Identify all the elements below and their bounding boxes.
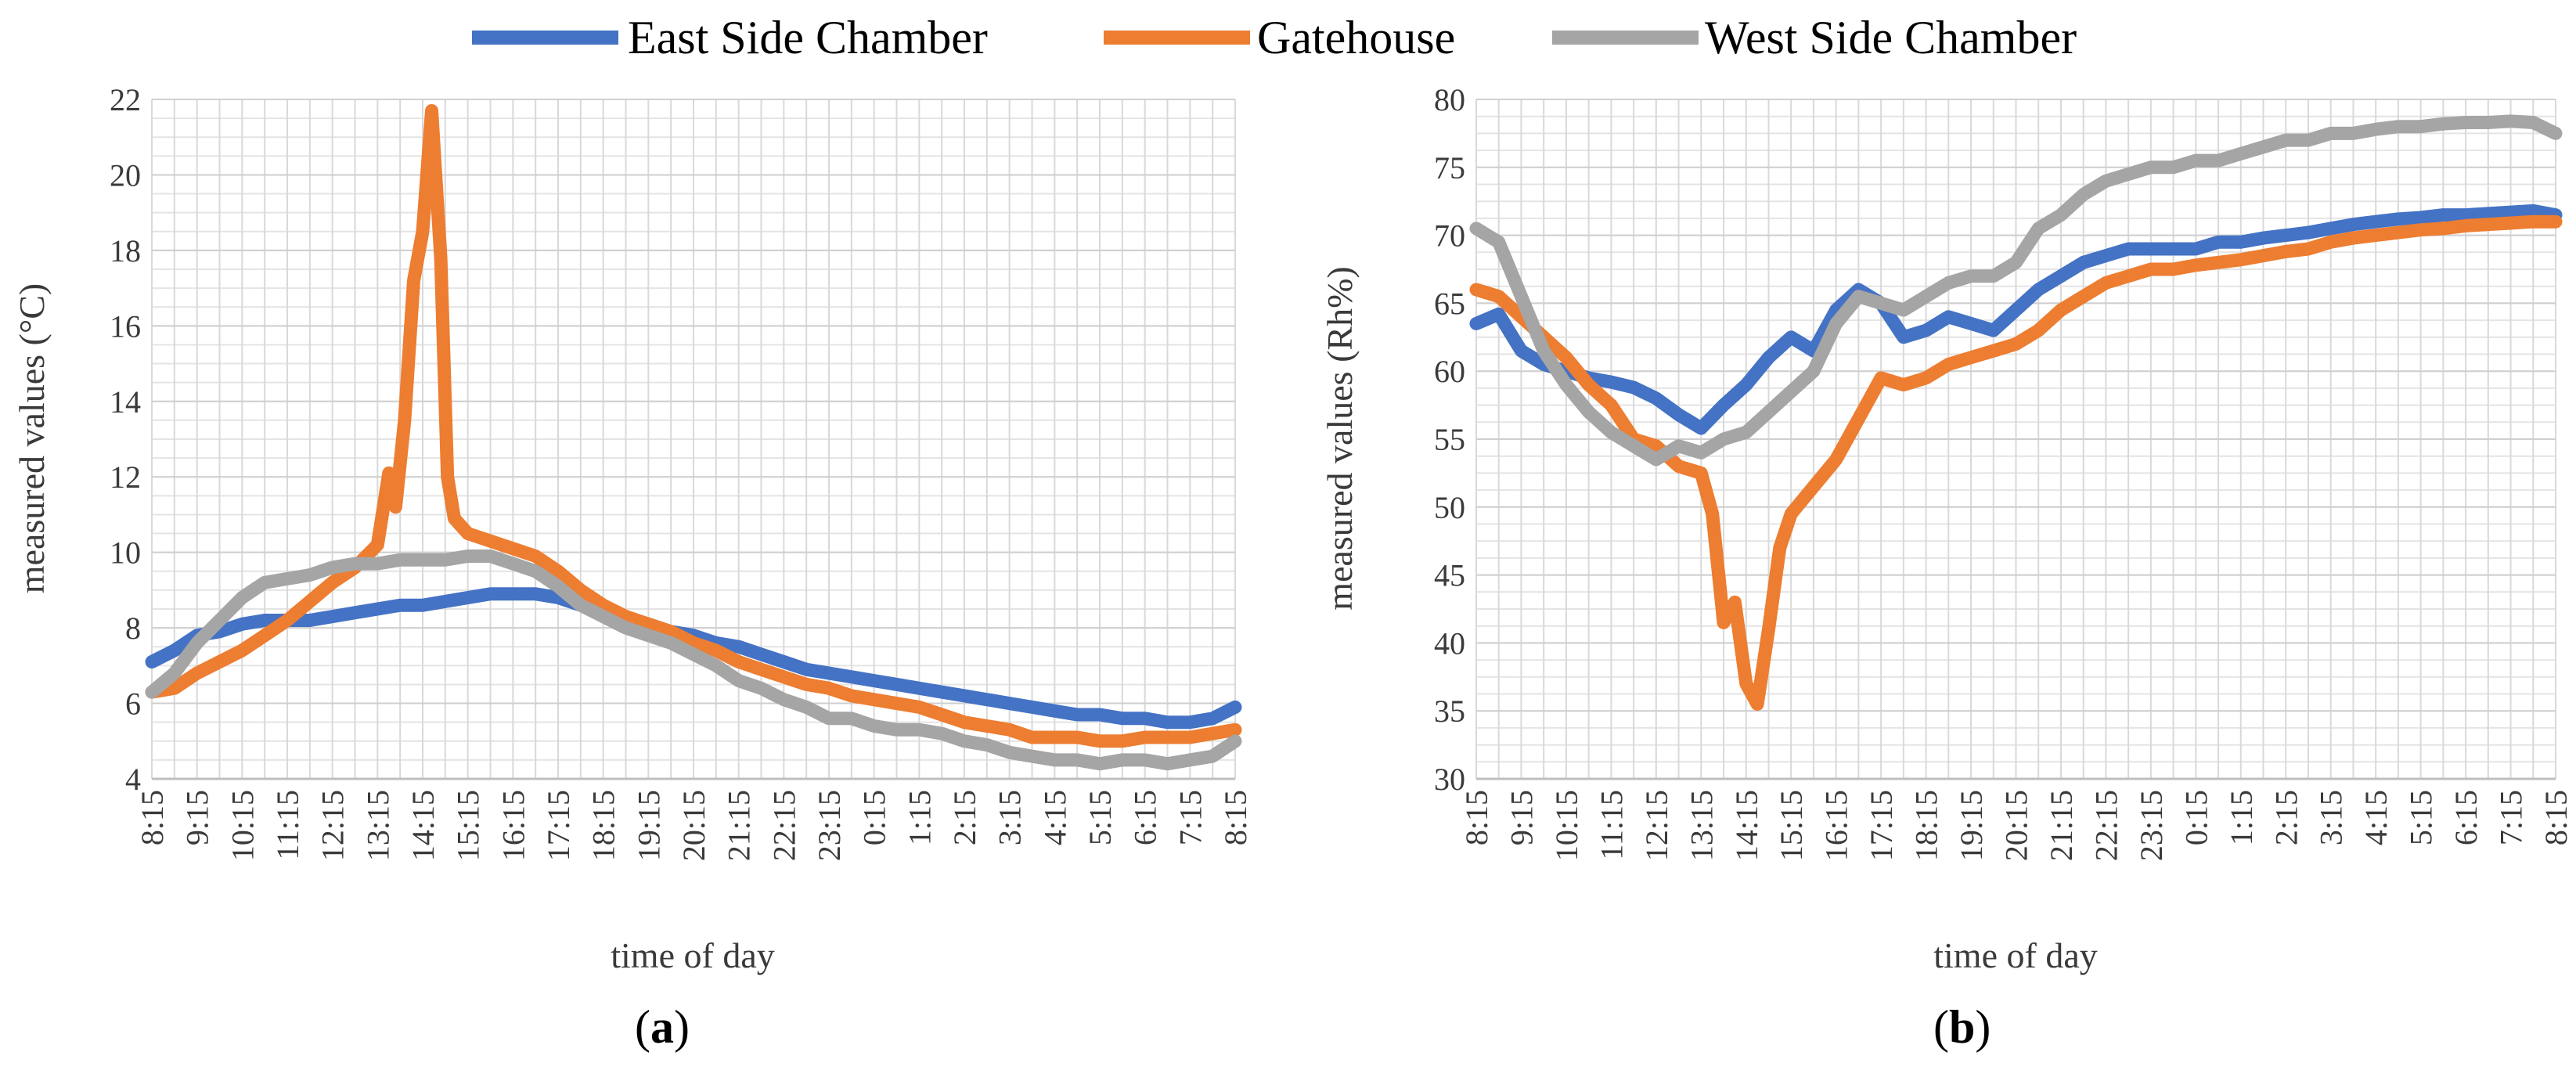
series-line-gatehouse-b (1469, 214, 2563, 711)
y-axis-title-b: measured values (Rh%) (1320, 266, 1360, 610)
y-tick-label: 45 (1434, 558, 1465, 593)
x-tick-label: 19:15 (1954, 790, 1989, 861)
y-tick-label: 30 (1434, 762, 1465, 797)
y-tick-label: 80 (1434, 82, 1465, 117)
x-tick-label: 22:15 (2088, 790, 2124, 861)
x-tick-label: 18:15 (586, 790, 621, 861)
x-tick-label: 11:15 (1594, 790, 1629, 860)
x-tick-label: 20:15 (1999, 790, 2034, 861)
series-line-west-side-chamber-b (1469, 114, 2563, 467)
series-group-a (145, 104, 1242, 771)
y-tick-label: 55 (1434, 422, 1465, 457)
x-tick-label: 15:15 (451, 790, 486, 861)
x-tick-label: 13:15 (360, 790, 395, 861)
tick-labels-b: 30 35 40 45 50 55 60 65 70 75 80 8:15 9:15 10:15 11:15… (1434, 82, 2574, 861)
x-tick-label: 21:15 (722, 790, 757, 861)
grid-a (151, 99, 1236, 780)
x-tick-label: 6:15 (2448, 790, 2484, 845)
x-axis-title-b: time of day (1933, 935, 2098, 975)
x-tick-label: 16:15 (495, 790, 531, 861)
y-tick-label: 6 (125, 686, 141, 722)
panel-caption-a: (a) (635, 1001, 690, 1053)
x-tick-label: 9:15 (180, 790, 215, 845)
legend-label-gatehouse: Gatehouse (1257, 12, 1455, 63)
y-tick-label: 12 (110, 459, 141, 495)
x-tick-label: 12:15 (315, 790, 351, 861)
x-tick-label: 8:15 (135, 790, 170, 845)
panel-caption-b: (b) (1933, 1001, 1991, 1053)
x-tick-label: 9:15 (1504, 790, 1539, 845)
x-tick-label: 18:15 (1909, 790, 1944, 861)
legend-label-west-side-chamber: West Side Chamber (1705, 12, 2077, 63)
x-tick-label: 3:15 (993, 790, 1028, 845)
y-tick-label: 22 (110, 82, 141, 117)
y-tick-label: 8 (125, 611, 141, 646)
x-tick-label: 0:15 (2178, 790, 2214, 845)
x-tick-label: 17:15 (1864, 790, 1899, 861)
chart-panel-b: 30 35 40 45 50 55 60 65 70 75 80 8:15 9:15 10:15 11:15… (1320, 82, 2574, 1053)
y-tick-label: 18 (110, 233, 141, 268)
x-tick-label: 20:15 (676, 790, 712, 861)
y-tick-label: 10 (110, 535, 141, 571)
x-tick-label: 12:15 (1639, 790, 1674, 861)
y-tick-label: 70 (1434, 218, 1465, 254)
x-tick-label: 22:15 (766, 790, 802, 861)
y-tick-label: 14 (110, 384, 141, 420)
y-tick-label: 50 (1434, 490, 1465, 525)
x-tick-label: 17:15 (541, 790, 576, 861)
y-tick-label: 65 (1434, 286, 1465, 321)
x-tick-label: 23:15 (2134, 790, 2169, 861)
x-tick-label: 23:15 (812, 790, 847, 861)
y-tick-label: 4 (125, 762, 141, 797)
x-tick-label: 21:15 (2044, 790, 2079, 861)
series-line-west-side-chamber-a (145, 550, 1242, 771)
series-line-east-side-chamber-a (145, 587, 1242, 730)
x-tick-label: 0:15 (857, 790, 892, 845)
series-group-b (1469, 114, 2563, 711)
x-tick-label: 14:15 (405, 790, 441, 861)
y-axis-title-a: measured values (°C) (12, 283, 52, 593)
x-tick-label: 1:15 (902, 790, 937, 845)
x-tick-label: 6:15 (1128, 790, 1163, 845)
x-tick-label: 10:15 (225, 790, 260, 861)
x-tick-label: 7:15 (1173, 790, 1208, 845)
y-tick-label: 20 (110, 157, 141, 193)
x-tick-label: 11:15 (270, 790, 305, 860)
x-tick-label: 4:15 (1037, 790, 1072, 845)
chart-panel-a: 4 6 8 10 12 14 16 18 20 22 8:15 9:15 10:15 11:15 12:15… (12, 82, 1253, 1053)
y-tick-label: 35 (1434, 694, 1465, 729)
x-tick-label: 8:15 (1459, 790, 1494, 845)
y-tick-label: 60 (1434, 354, 1465, 389)
x-tick-label: 2:15 (947, 790, 982, 845)
x-tick-label: 8:15 (1218, 790, 1253, 845)
x-tick-label: 16:15 (1819, 790, 1854, 861)
x-tick-label: 15:15 (1774, 790, 1809, 861)
x-tick-label: 3:15 (2314, 790, 2349, 845)
y-tick-label: 40 (1434, 625, 1465, 661)
x-tick-label: 5:15 (2404, 790, 2439, 845)
legend: East Side Chamber Gatehouse West Side Ch… (472, 12, 2077, 63)
y-tick-label: 16 (110, 308, 141, 344)
tick-labels-a: 4 6 8 10 12 14 16 18 20 22 8:15 9:15 10:15 11:15 12:15… (110, 82, 1253, 861)
x-tick-label: 1:15 (2224, 790, 2259, 845)
series-line-east-side-chamber-b (1469, 204, 2563, 435)
grid-b (1475, 99, 2556, 780)
y-tick-label: 75 (1434, 150, 1465, 186)
x-tick-label: 14:15 (1729, 790, 1764, 861)
x-tick-label: 2:15 (2268, 790, 2304, 845)
x-tick-label: 10:15 (1549, 790, 1584, 861)
x-tick-label: 7:15 (2494, 790, 2529, 845)
x-tick-label: 8:15 (2538, 790, 2574, 845)
x-tick-label: 4:15 (2358, 790, 2394, 845)
x-tick-label: 5:15 (1083, 790, 1118, 845)
x-axis-title-a: time of day (611, 935, 775, 975)
legend-label-east-side-chamber: East Side Chamber (628, 12, 988, 63)
x-tick-label: 19:15 (631, 790, 666, 861)
x-tick-label: 13:15 (1684, 790, 1719, 861)
